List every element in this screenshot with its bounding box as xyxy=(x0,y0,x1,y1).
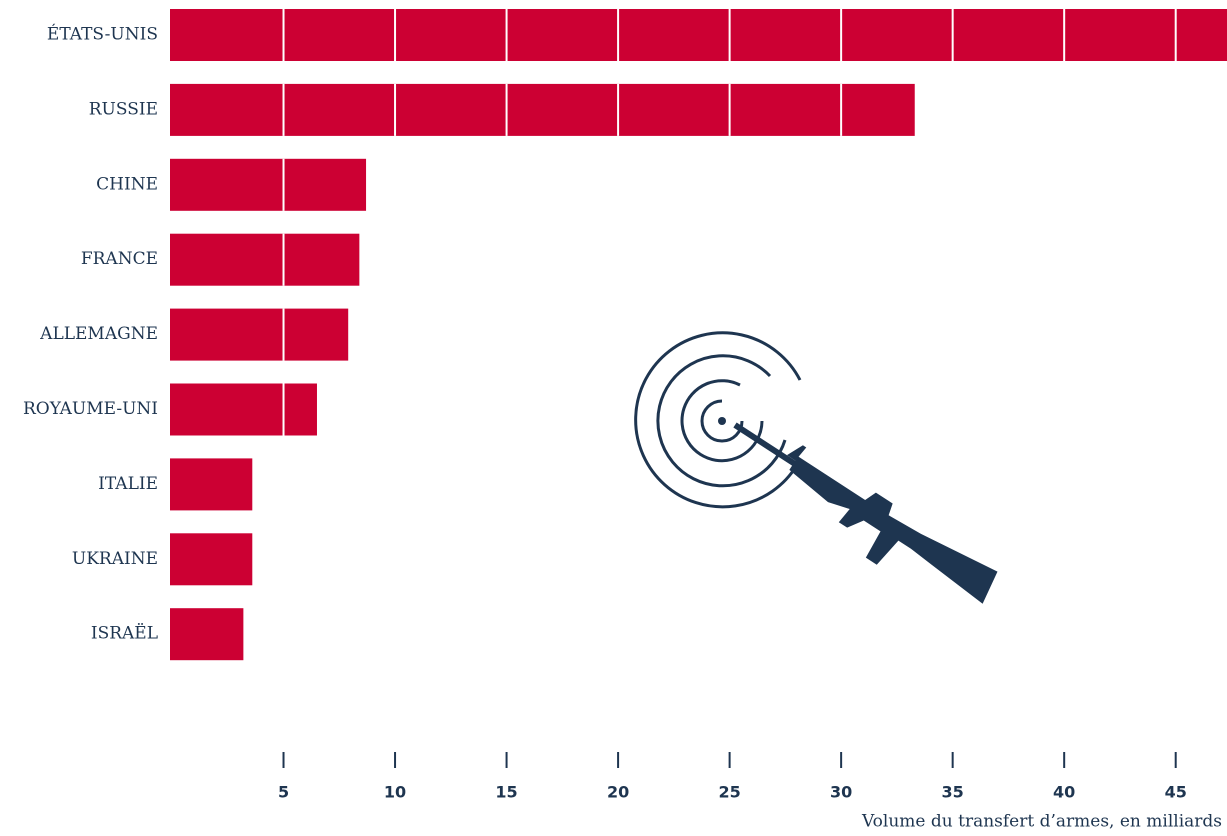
bar xyxy=(170,383,317,436)
category-label: CHINE xyxy=(96,174,158,194)
bar xyxy=(170,9,1227,61)
bars xyxy=(170,9,1227,661)
category-label: ISRAËL xyxy=(91,623,158,644)
illustration xyxy=(634,331,998,604)
x-tick-label: 40 xyxy=(1053,783,1075,802)
bar xyxy=(170,308,349,361)
bar xyxy=(170,233,360,286)
x-tick-label: 20 xyxy=(607,783,629,802)
category-label: RUSSIE xyxy=(89,99,158,119)
x-tick-label: 15 xyxy=(495,783,517,802)
x-tick-label: 35 xyxy=(942,783,964,802)
bar xyxy=(170,158,367,211)
x-tick-label: 10 xyxy=(384,783,406,802)
category-label: ALLEMAGNE xyxy=(39,324,158,344)
bar xyxy=(170,533,253,586)
bar xyxy=(170,608,244,661)
x-tick-label: 45 xyxy=(1165,783,1187,802)
x-tick-label: 25 xyxy=(718,783,740,802)
category-label: UKRAINE xyxy=(72,549,158,569)
bar xyxy=(170,458,253,511)
bar xyxy=(170,83,915,136)
category-label: ITALIE xyxy=(98,474,158,494)
x-axis-title: Volume du transfert d’armes, en milliard… xyxy=(861,812,1222,832)
category-label: ROYAUME-UNI xyxy=(23,399,158,419)
x-tick-label: 5 xyxy=(278,783,289,802)
category-label: FRANCE xyxy=(81,249,158,269)
x-tick-label: 30 xyxy=(830,783,852,802)
category-label: ÉTATS-UNIS xyxy=(47,24,158,45)
